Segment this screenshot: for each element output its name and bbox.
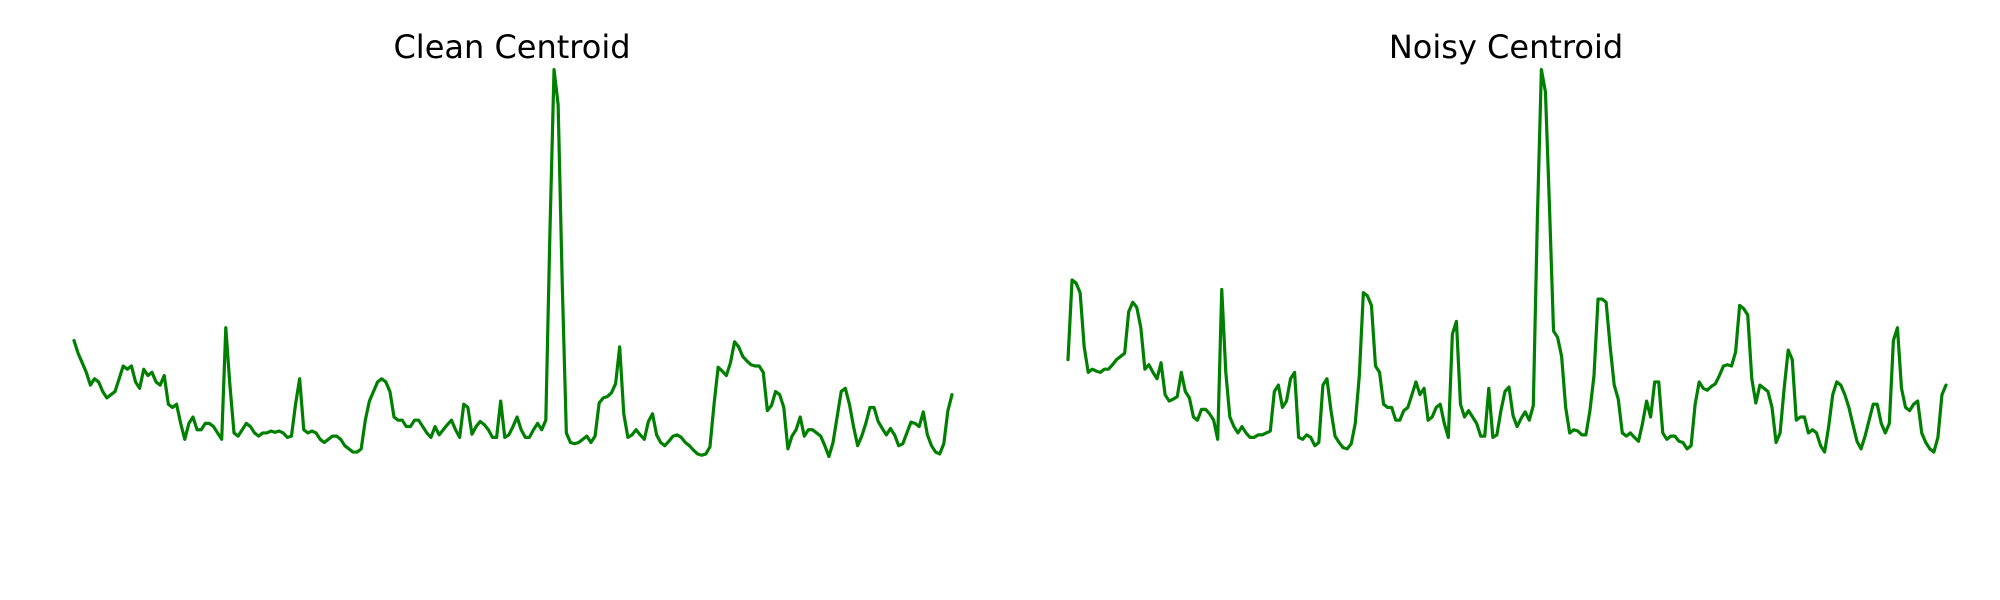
clean-centroid-title: Clean Centroid bbox=[393, 28, 630, 66]
clean-centroid-line bbox=[72, 67, 954, 459]
panel-noisy-centroid: Noisy Centroid bbox=[1066, 28, 1948, 454]
noisy-centroid-title: Noisy Centroid bbox=[1389, 28, 1623, 66]
noisy-centroid-line bbox=[1066, 67, 1948, 454]
panel-clean-centroid: Clean Centroid bbox=[72, 28, 954, 459]
